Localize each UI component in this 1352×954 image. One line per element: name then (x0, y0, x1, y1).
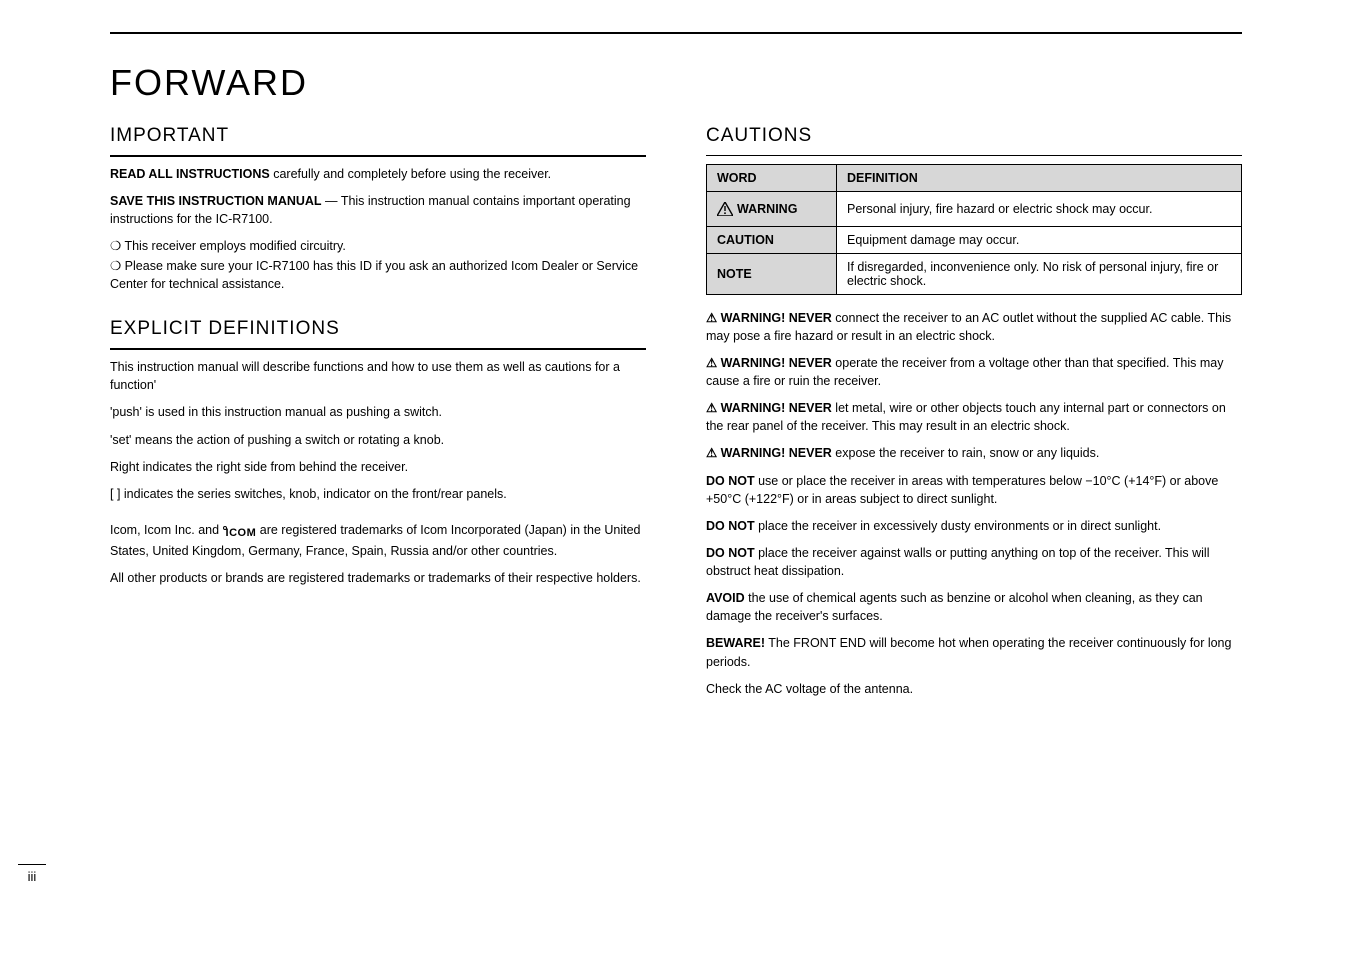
warning-0-rest: connect the receiver to an AC outlet wit… (706, 311, 1231, 343)
definitions-p2: 'set' means the action of pushing a swit… (110, 431, 646, 449)
warning-2-lead: ⚠ WARNING! (706, 401, 785, 415)
trademark-block: Icom, Icom Inc. and ICOM are registered … (110, 521, 646, 587)
table-header-row: WORD DEFINITION (707, 164, 1242, 191)
important-rule (110, 155, 646, 157)
cautions-heading: CAUTIONS (706, 124, 1242, 149)
warning-0-lead: ⚠ WARNING! (706, 311, 785, 325)
caution-2-lead: DO NOT (706, 546, 755, 560)
definitions-p4: [ ] indicates the series switches, knob,… (110, 485, 646, 503)
caution-2: DO NOT place the receiver against walls … (706, 544, 1242, 580)
important-save-lead: SAVE THIS INSTRUCTION MANUAL (110, 194, 322, 208)
warning-0-bold: NEVER (789, 311, 832, 325)
caution-0: DO NOT use or place the receiver in area… (706, 472, 1242, 508)
important-notes: ❍ This receiver employs modified circuit… (110, 237, 646, 293)
table-row: NOTE If disregarded, inconvenience only.… (707, 253, 1242, 294)
right-column: CAUTIONS WORD DEFINITION WARNING Persona… (706, 124, 1242, 707)
table-header-word: WORD (707, 164, 837, 191)
page-number-rule (18, 864, 46, 865)
warning-1: ⚠ WARNING! NEVER operate the receiver fr… (706, 354, 1242, 390)
caution-2-rest: place the receiver against walls or putt… (706, 546, 1210, 578)
definitions-rule (110, 348, 646, 350)
important-read-lead: READ ALL INSTRUCTIONS (110, 167, 270, 181)
definitions-heading: EXPLICIT DEFINITIONS (110, 317, 646, 342)
avoid-line: AVOID the use of chemical agents such as… (706, 589, 1242, 625)
warning-triangle-icon (717, 202, 733, 216)
definitions-table: WORD DEFINITION WARNING Personal injury,… (706, 164, 1242, 295)
table-word-warning: WARNING (707, 191, 837, 226)
final-line: Check the AC voltage of the antenna. (706, 680, 1242, 698)
table-row: WARNING Personal injury, fire hazard or … (707, 191, 1242, 226)
important-note-1: ❍ Please make sure your IC-R7100 has thi… (110, 257, 646, 293)
table-word-note: NOTE (707, 253, 837, 294)
table-word-warning-label: WARNING (737, 202, 797, 216)
caution-1-rest: place the receiver in excessively dusty … (755, 519, 1161, 533)
avoid-lead: AVOID (706, 591, 745, 605)
definitions-body: This instruction manual will describe fu… (110, 358, 646, 503)
warning-3: ⚠ WARNING! NEVER expose the receiver to … (706, 444, 1242, 462)
important-heading: IMPORTANT (110, 124, 646, 149)
warning-3-lead: ⚠ WARNING! (706, 446, 785, 460)
definitions-p0: This instruction manual will describe fu… (110, 358, 646, 394)
table-def-warning: Personal injury, fire hazard or electric… (837, 191, 1242, 226)
definitions-p3: Right indicates the right side from behi… (110, 458, 646, 476)
important-note-0: ❍ This receiver employs modified circuit… (110, 237, 646, 255)
table-word-caution: CAUTION (707, 226, 837, 253)
warning-0: ⚠ WARNING! NEVER connect the receiver to… (706, 309, 1242, 345)
page-title: FORWARD (110, 62, 1242, 104)
warning-2-bold: NEVER (789, 401, 832, 415)
page-number: iii (18, 869, 46, 884)
warnings-block: ⚠ WARNING! NEVER connect the receiver to… (706, 309, 1242, 698)
warning-1-lead: ⚠ WARNING! (706, 356, 785, 370)
beware-lead: BEWARE! (706, 636, 765, 650)
important-body: READ ALL INSTRUCTIONS carefully and comp… (110, 165, 646, 294)
cautions-rule (706, 155, 1242, 156)
trademark-p1: All other products or brands are registe… (110, 569, 646, 587)
icom-logo-icon: ICOM (223, 526, 257, 542)
caution-0-rest: use or place the receiver in areas with … (706, 474, 1218, 506)
warning-3-bold: NEVER (789, 446, 832, 460)
important-p0-rest: carefully and completely before using th… (273, 167, 551, 181)
caution-0-lead: DO NOT (706, 474, 755, 488)
table-header-definition: DEFINITION (837, 164, 1242, 191)
trademark-p0: Icom, Icom Inc. and ICOM are registered … (110, 521, 646, 560)
warning-1-bold: NEVER (789, 356, 832, 370)
table-row: CAUTION Equipment damage may occur. (707, 226, 1242, 253)
left-column: IMPORTANT READ ALL INSTRUCTIONS carefull… (110, 124, 646, 707)
definitions-p1: 'push' is used in this instruction manua… (110, 403, 646, 421)
beware-line: BEWARE! The FRONT END will become hot wh… (706, 634, 1242, 670)
table-def-note: If disregarded, inconvenience only. No r… (837, 253, 1242, 294)
page-number-box: iii (18, 864, 46, 884)
caution-1-lead: DO NOT (706, 519, 755, 533)
table-def-caution: Equipment damage may occur. (837, 226, 1242, 253)
avoid-rest: the use of chemical agents such as benzi… (706, 591, 1203, 623)
beware-rest: The FRONT END will become hot when opera… (706, 636, 1231, 668)
top-rule (110, 32, 1242, 34)
warning-2: ⚠ WARNING! NEVER let metal, wire or othe… (706, 399, 1242, 435)
caution-1: DO NOT place the receiver in excessively… (706, 517, 1242, 535)
warning-3-rest: expose the receiver to rain, snow or any… (832, 446, 1100, 460)
